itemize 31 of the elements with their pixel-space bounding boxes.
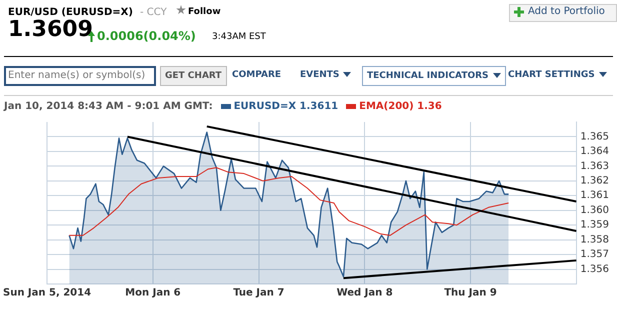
y-tick-label: 1.360 [580,204,610,216]
text: 3:43AM EST [212,32,266,42]
y-tick-label: 1.363 [580,160,610,172]
chart-title: EUR/USD (EURUSD=X) [8,7,133,18]
text: Follow [188,7,221,17]
x-tick-label: Sun Jan 5, 2014 [3,288,92,299]
x-tick-label: Thu Jan 9 [444,288,497,299]
y-tick-label: 1.358 [580,234,610,246]
text: - CCY [140,7,167,18]
text: Enter name(s) or symbol(s) [4,66,156,86]
text: Add to Portfolio [528,6,605,17]
legend-label: EMA(200) 1.36 [358,101,442,112]
y-tick-label: 1.364 [580,146,610,158]
y-tick-label: 1.365 [580,131,610,142]
text: TECHNICAL INDICATORS [362,66,506,86]
x-tick-label: Wed Jan 8 [336,288,393,299]
y-tick-label: 1.357 [580,249,610,260]
text: EVENTS [300,70,340,80]
x-tick-label: Tue Jan 7 [233,288,284,299]
y-tick-label: 1.359 [580,220,610,231]
text: 1.3609 [8,17,93,42]
text: GET CHART [160,66,227,86]
y-tick-label: 1.362 [580,176,610,187]
y-tick-label: 1.356 [580,264,610,275]
chart-subtitle: Jan 10, 2014 8:43 AM - 9:01 AM GMT: [4,101,213,112]
text: COMPARE [232,70,282,80]
text: 0.0006(0.04%) [97,29,196,43]
x-tick-label: Mon Jan 6 [125,288,181,299]
legend-label: EURUSD=X 1.3611 [232,101,338,112]
text: CHART SETTINGS [508,70,596,80]
y-tick-label: 1.361 [580,190,610,202]
